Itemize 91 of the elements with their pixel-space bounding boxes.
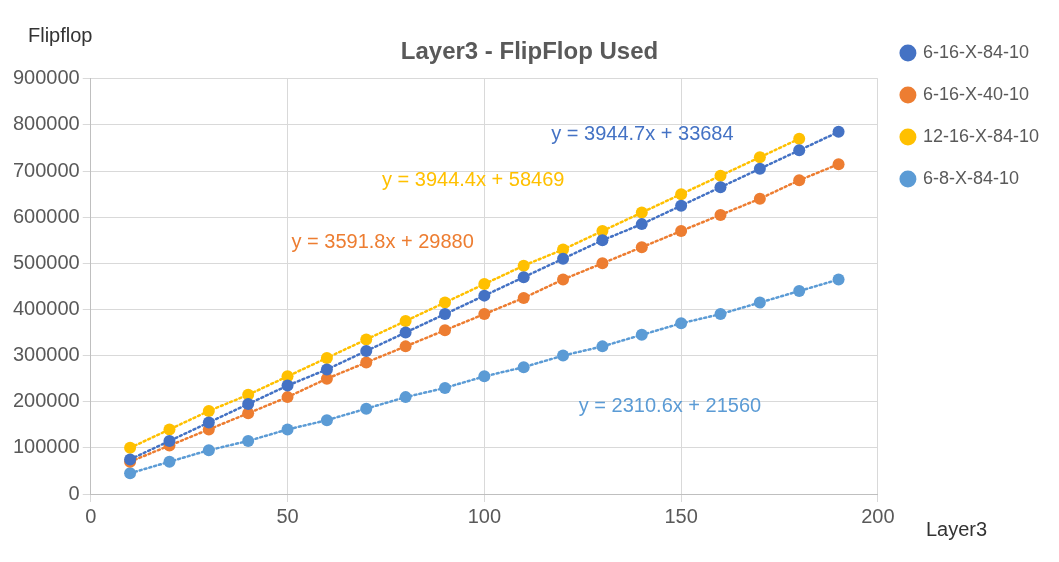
y-tick-label: 0 — [68, 481, 80, 504]
y-tick-label: 400000 — [12, 296, 80, 319]
annotation: y = 3944.4x + 58469 — [382, 168, 565, 191]
point — [360, 402, 373, 415]
point — [635, 241, 648, 254]
point — [163, 434, 176, 447]
y-tick-label: 800000 — [12, 112, 80, 135]
legend-label: 6-16-X-40-10 — [922, 83, 1029, 104]
point — [793, 132, 806, 145]
point — [753, 151, 766, 164]
point — [557, 349, 570, 362]
point — [753, 162, 766, 175]
point — [360, 356, 373, 369]
point — [753, 192, 766, 205]
annotation: y = 3591.8x + 29880 — [291, 230, 474, 253]
y-tick-label: 500000 — [12, 250, 80, 273]
point — [557, 252, 570, 265]
point — [714, 208, 727, 221]
point — [320, 351, 333, 364]
point — [596, 234, 609, 247]
point — [438, 324, 451, 337]
point — [478, 370, 491, 383]
point — [714, 181, 727, 194]
y-axis-title: Flipflop — [28, 23, 93, 46]
point — [596, 257, 609, 270]
point — [281, 379, 294, 392]
point — [517, 291, 530, 304]
point — [478, 308, 491, 321]
point — [281, 391, 294, 404]
point — [360, 344, 373, 357]
point — [438, 381, 451, 394]
point — [399, 340, 412, 353]
point — [399, 391, 412, 404]
point — [124, 467, 137, 480]
x-tick-label: 200 — [861, 504, 895, 527]
point — [163, 423, 176, 436]
point — [753, 296, 766, 309]
annotation: y = 2310.6x + 21560 — [578, 394, 762, 417]
point — [832, 158, 845, 171]
point — [163, 455, 176, 468]
point — [675, 317, 688, 330]
point — [399, 326, 412, 339]
y-tick-label: 600000 — [12, 204, 80, 227]
point — [438, 296, 451, 309]
point — [399, 315, 412, 327]
legend-label: 6-8-X-84-10 — [922, 167, 1019, 188]
point — [202, 404, 215, 417]
point — [793, 174, 806, 187]
point — [714, 169, 727, 182]
y-tick-label: 300000 — [12, 343, 80, 366]
point — [281, 423, 294, 436]
point — [202, 444, 215, 457]
point — [793, 144, 806, 157]
x-tick-label: 100 — [467, 504, 502, 527]
point — [517, 259, 530, 272]
y-tick-label: 100000 — [12, 435, 80, 458]
point — [478, 289, 491, 302]
point — [478, 278, 491, 291]
point — [675, 199, 688, 212]
point — [635, 328, 648, 341]
x-tick-label: 150 — [664, 504, 698, 527]
point — [635, 206, 648, 219]
legend-label: 12-16-X-84-10 — [922, 125, 1040, 146]
chart-title: Layer3 - FlipFlop Used — [400, 37, 659, 65]
point — [832, 125, 845, 138]
y-tick-label: 200000 — [12, 389, 80, 412]
point — [714, 308, 727, 321]
point — [517, 271, 530, 284]
point — [320, 363, 333, 376]
x-tick-label: 50 — [276, 504, 299, 527]
point — [360, 333, 373, 346]
point — [832, 273, 845, 286]
point — [596, 340, 609, 353]
point — [242, 398, 255, 411]
point — [675, 225, 688, 238]
point — [320, 414, 333, 427]
y-tick-label: 700000 — [12, 158, 80, 181]
point — [202, 416, 215, 429]
point — [242, 434, 255, 447]
x-axis-title: Layer3 — [925, 517, 988, 540]
point — [438, 308, 451, 321]
point — [557, 273, 570, 286]
point — [517, 361, 530, 374]
point — [635, 218, 648, 231]
y-tick-label: 900000 — [12, 66, 80, 89]
point — [793, 285, 806, 298]
point — [124, 441, 137, 454]
annotation: y = 3944.7x + 33684 — [551, 122, 734, 145]
x-tick-label: 0 — [85, 504, 97, 527]
legend-label: 6-16-X-84-10 — [922, 41, 1029, 62]
point — [675, 188, 688, 201]
